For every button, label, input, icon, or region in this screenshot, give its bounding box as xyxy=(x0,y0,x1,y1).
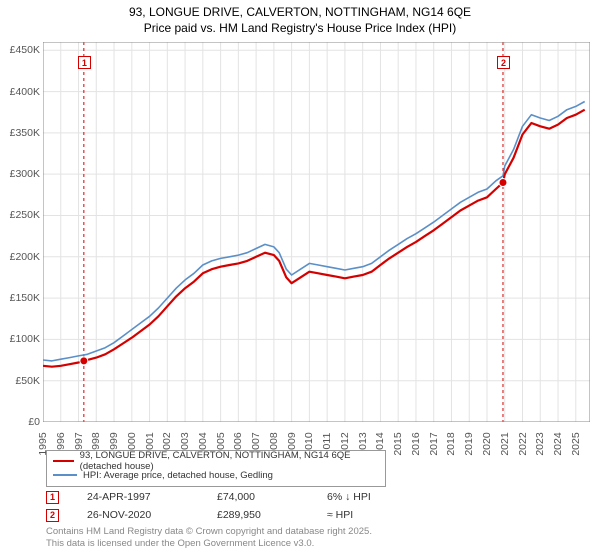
marker-price: £74,000 xyxy=(217,491,327,503)
legend-row: 93, LONGUE DRIVE, CALVERTON, NOTTINGHAM,… xyxy=(53,454,379,468)
y-tick-label: £400K xyxy=(10,86,40,98)
x-tick-label: 2024 xyxy=(552,432,564,455)
x-tick-label: 2017 xyxy=(428,432,440,455)
title-line-2: Price paid vs. HM Land Registry's House … xyxy=(0,20,600,36)
marker-table: 1 24-APR-1997 £74,000 6% ↓ HPI 2 26-NOV-… xyxy=(46,488,407,524)
y-tick-label: £0 xyxy=(28,416,40,428)
marker-row: 2 26-NOV-2020 £289,950 ≈ HPI xyxy=(46,506,407,524)
x-tick-label: 2015 xyxy=(392,432,404,455)
legend: 93, LONGUE DRIVE, CALVERTON, NOTTINGHAM,… xyxy=(46,450,386,487)
x-tick-label: 2018 xyxy=(445,432,457,455)
title-line-1: 93, LONGUE DRIVE, CALVERTON, NOTTINGHAM,… xyxy=(0,4,600,20)
marker-date: 24-APR-1997 xyxy=(87,491,217,503)
y-tick-label: £100K xyxy=(10,333,40,345)
y-tick-label: £300K xyxy=(10,168,40,180)
marker-badge: 1 xyxy=(46,491,59,504)
plot-area xyxy=(43,42,590,422)
legend-swatch xyxy=(53,460,74,462)
marker-pct: ≈ HPI xyxy=(327,509,407,521)
x-tick-label: 2022 xyxy=(517,432,529,455)
y-tick-label: £350K xyxy=(10,127,40,139)
marker-row: 1 24-APR-1997 £74,000 6% ↓ HPI xyxy=(46,488,407,506)
y-tick-label: £450K xyxy=(10,44,40,56)
marker-date: 26-NOV-2020 xyxy=(87,509,217,521)
footer-line-1: Contains HM Land Registry data © Crown c… xyxy=(46,526,372,538)
marker-price: £289,950 xyxy=(217,509,327,521)
legend-swatch xyxy=(53,474,77,476)
footer: Contains HM Land Registry data © Crown c… xyxy=(46,526,372,550)
title-block: 93, LONGUE DRIVE, CALVERTON, NOTTINGHAM,… xyxy=(0,0,600,38)
y-tick-label: £150K xyxy=(10,292,40,304)
x-tick-label: 2016 xyxy=(410,432,422,455)
y-tick-label: £200K xyxy=(10,251,40,263)
plot-marker-badge: 2 xyxy=(497,56,510,69)
plot-svg xyxy=(43,42,590,422)
x-tick-label: 2020 xyxy=(481,432,493,455)
x-tick-label: 2025 xyxy=(570,432,582,455)
marker-pct: 6% ↓ HPI xyxy=(327,491,407,503)
x-tick-label: 2019 xyxy=(463,432,475,455)
x-tick-label: 2023 xyxy=(534,432,546,455)
plot-marker-badge: 1 xyxy=(78,56,91,69)
footer-line-2: This data is licensed under the Open Gov… xyxy=(46,538,372,550)
marker-badge: 2 xyxy=(46,509,59,522)
chart-container: 93, LONGUE DRIVE, CALVERTON, NOTTINGHAM,… xyxy=(0,0,600,560)
legend-label: HPI: Average price, detached house, Gedl… xyxy=(83,470,273,481)
y-tick-label: £50K xyxy=(15,375,40,387)
x-tick-label: 2021 xyxy=(499,432,511,455)
y-tick-label: £250K xyxy=(10,209,40,221)
